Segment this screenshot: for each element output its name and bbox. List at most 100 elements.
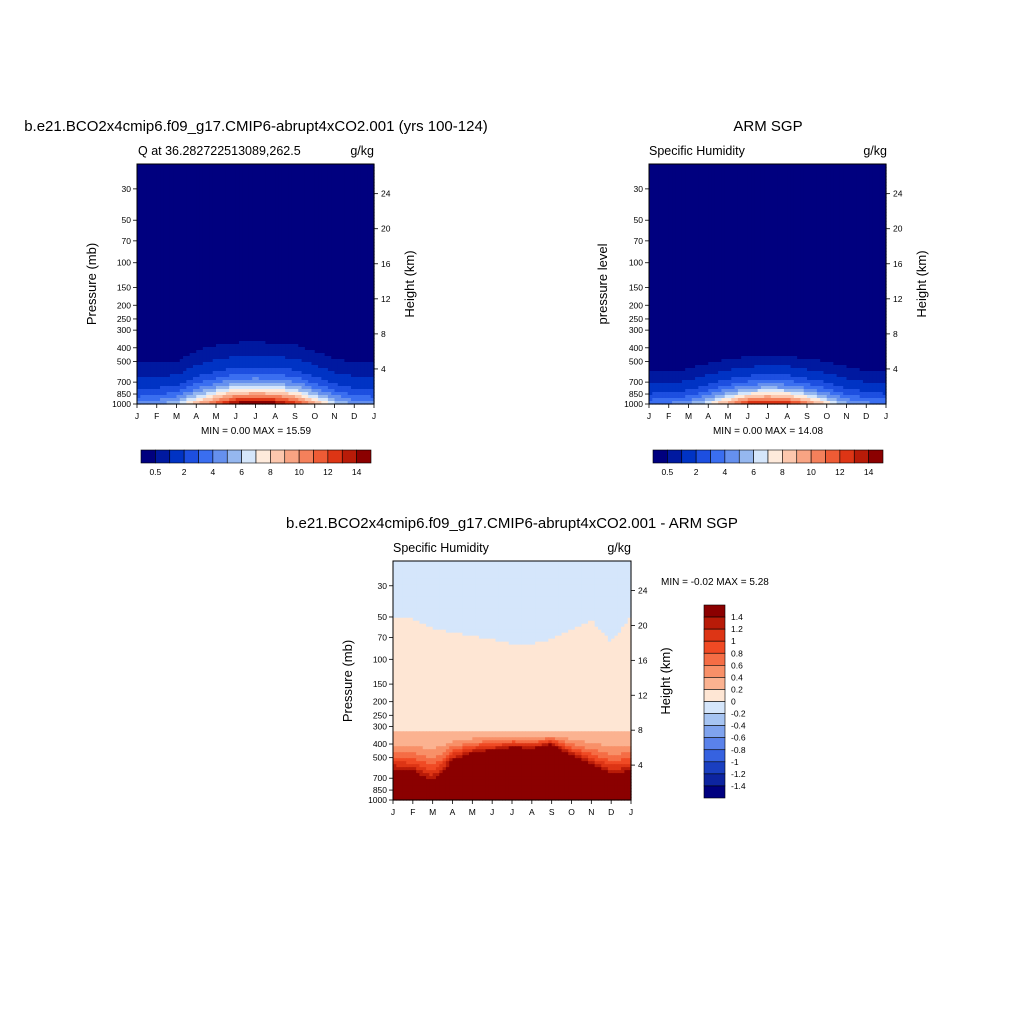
- contour-cell: [258, 278, 263, 282]
- contour-cell: [350, 356, 355, 360]
- contour-cell: [354, 200, 359, 204]
- contour-cell: [173, 218, 178, 222]
- contour-cell: [304, 194, 309, 198]
- contour-cell: [166, 305, 171, 309]
- contour-cell: [239, 353, 243, 357]
- contour-cell: [318, 272, 322, 276]
- contour-cell: [268, 323, 273, 327]
- contour-cell: [347, 236, 352, 240]
- contour-cell: [169, 221, 174, 225]
- contour-cell: [186, 176, 191, 180]
- contour-cell: [143, 329, 148, 333]
- contour-cell: [225, 341, 230, 345]
- contour-cell: [242, 332, 247, 336]
- contour-cell: [295, 179, 299, 183]
- contour-cell: [137, 206, 141, 210]
- contour-cell: [163, 191, 168, 195]
- contour-cell: [202, 308, 207, 312]
- contour-cell: [137, 323, 141, 327]
- contour-cell: [225, 356, 230, 360]
- contour-cell: [318, 281, 322, 285]
- contour-cell: [196, 353, 201, 357]
- contour-cell: [350, 251, 355, 255]
- contour-cell: [301, 230, 306, 234]
- contour-cell: [308, 236, 313, 240]
- contour-cell: [166, 188, 171, 192]
- contour-cell: [334, 299, 339, 303]
- contour-cell: [271, 293, 276, 297]
- contour-cell: [337, 278, 342, 282]
- contour-cell: [183, 230, 187, 234]
- contour-cell: [321, 281, 326, 285]
- contour-cell: [137, 182, 141, 186]
- contour-cell: [360, 182, 365, 186]
- contour-cell: [364, 281, 369, 285]
- contour-cell: [291, 329, 296, 333]
- contour-cell: [347, 332, 352, 336]
- contour-cell: [169, 353, 174, 357]
- contour-cell: [360, 284, 365, 288]
- contour-cell: [341, 164, 345, 168]
- contour-cell: [327, 338, 332, 342]
- contour-cell: [367, 197, 372, 201]
- contour-cell: [196, 176, 201, 180]
- contour-cell: [262, 314, 266, 318]
- contour-cell: [364, 368, 369, 372]
- contour-cell: [285, 326, 290, 330]
- contour-cell: [242, 251, 247, 255]
- contour-cell: [364, 230, 369, 234]
- contour-cell: [275, 302, 280, 306]
- contour-cell: [232, 299, 237, 303]
- contour-cell: [354, 332, 359, 336]
- contour-cell: [196, 254, 201, 258]
- contour-cell: [304, 332, 309, 336]
- contour-cell: [255, 170, 260, 174]
- contour-cell: [183, 338, 187, 342]
- contour-cell: [189, 272, 194, 276]
- contour-cell: [186, 194, 191, 198]
- contour-cell: [248, 314, 253, 318]
- contour-cell: [225, 308, 230, 312]
- contour-cell: [189, 179, 194, 183]
- contour-cell: [308, 185, 313, 189]
- contour-cell: [232, 170, 237, 174]
- contour-cell: [288, 338, 293, 342]
- contour-cell: [239, 185, 243, 189]
- contour-cell: [308, 293, 313, 297]
- contour-cell: [202, 179, 207, 183]
- contour-cell: [163, 353, 168, 357]
- contour-cell: [295, 251, 299, 255]
- contour-cell: [212, 329, 217, 333]
- contour-cell: [222, 359, 227, 363]
- contour-cell: [357, 290, 362, 294]
- contour-cell: [153, 179, 158, 183]
- contour-cell: [192, 257, 197, 261]
- contour-cell: [331, 194, 336, 198]
- contour-cell: [341, 191, 345, 195]
- contour-cell: [183, 293, 187, 297]
- contour-cell: [206, 314, 211, 318]
- contour-cell: [209, 329, 214, 333]
- contour-cell: [321, 356, 326, 360]
- contour-cell: [281, 257, 286, 261]
- contour-cell: [278, 218, 283, 222]
- contour-cell: [183, 227, 187, 231]
- contour-cell: [206, 227, 211, 231]
- contour-cell: [192, 224, 197, 228]
- contour-cell: [235, 347, 240, 351]
- contour-cell: [169, 245, 174, 249]
- contour-cell: [225, 230, 230, 234]
- contour-cell: [360, 170, 365, 174]
- contour-cell: [341, 278, 345, 282]
- contour-cell: [189, 224, 194, 228]
- contour-cell: [344, 305, 349, 309]
- contour-cell: [334, 290, 339, 294]
- contour-cell: [291, 275, 296, 279]
- contour-cell: [347, 308, 352, 312]
- contour-cell: [169, 350, 174, 354]
- contour-cell: [334, 329, 339, 333]
- contour-cell: [252, 281, 257, 285]
- contour-cell: [146, 185, 151, 189]
- contour-cell: [209, 341, 214, 345]
- contour-cell: [350, 353, 355, 357]
